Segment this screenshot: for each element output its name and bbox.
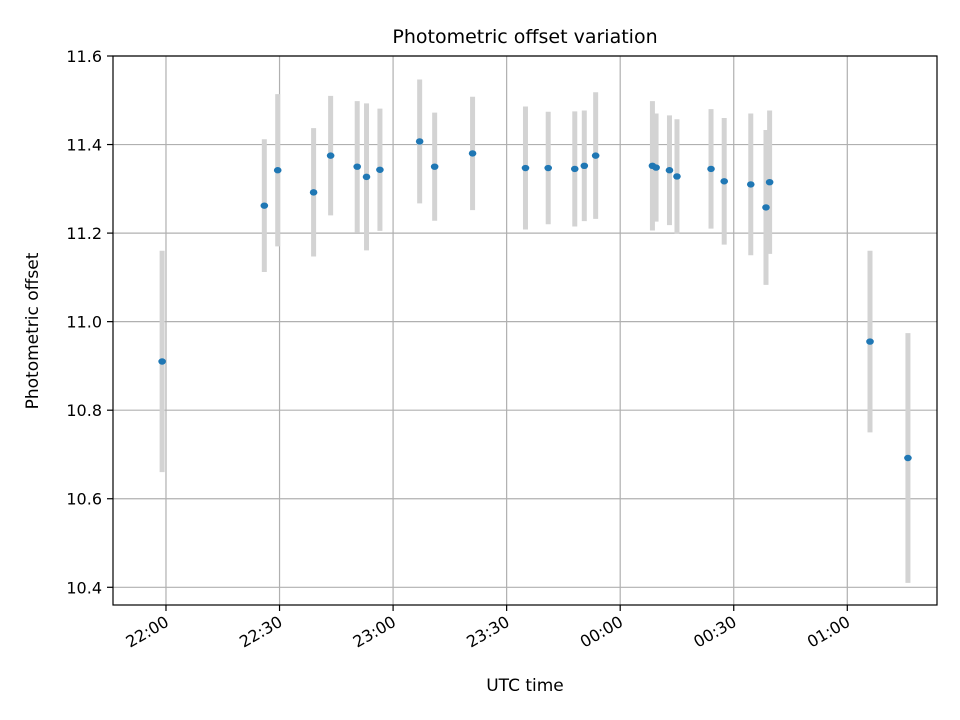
data-point: [652, 164, 660, 171]
data-point: [353, 163, 362, 170]
data-point: [309, 189, 318, 196]
data-point: [665, 167, 674, 174]
y-tick-label: 11.0: [66, 313, 102, 332]
data-point: [762, 204, 770, 211]
y-tick-label: 11.6: [66, 47, 102, 66]
data-point: [376, 166, 384, 173]
data-point: [866, 338, 874, 345]
data-point: [904, 454, 912, 462]
x-axis-label: UTC time: [486, 676, 564, 696]
data-point: [746, 181, 755, 188]
data-point: [430, 163, 439, 170]
data-point: [765, 178, 774, 186]
data-point: [544, 164, 552, 172]
y-tick-label: 10.4: [66, 578, 102, 597]
y-tick-label: 11.4: [66, 136, 102, 155]
data-point: [326, 152, 335, 159]
data-point: [260, 202, 269, 209]
data-point: [720, 178, 729, 185]
y-axis-ticks: 10.4 10.6 10.8 11.0 11.2 11.4 11.6: [66, 47, 113, 597]
plot-frame: [112, 55, 938, 606]
data-point: [570, 165, 579, 173]
data-point: [362, 173, 371, 181]
data-point: [415, 138, 424, 145]
data-point: [468, 150, 477, 157]
data-point: [521, 164, 530, 172]
data-points: [158, 138, 912, 462]
data-point: [591, 152, 600, 159]
data-point: [580, 162, 589, 169]
y-tick-label: 11.2: [66, 224, 102, 243]
chart-title: Photometric offset variation: [392, 26, 657, 48]
data-point: [273, 167, 282, 174]
data-point: [673, 173, 681, 180]
y-tick-label: 10.8: [66, 401, 102, 420]
data-point: [707, 165, 715, 173]
y-axis-label: Photometric offset: [23, 252, 43, 409]
data-point: [158, 358, 166, 365]
y-tick-label: 10.6: [66, 490, 102, 509]
